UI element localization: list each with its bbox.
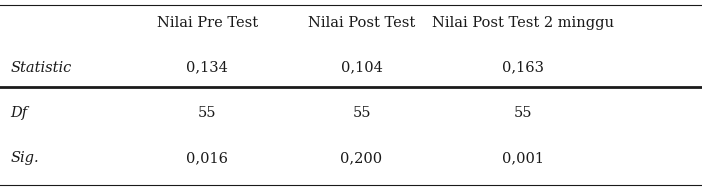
- Text: Sig.: Sig.: [11, 151, 39, 165]
- Text: 0,001: 0,001: [502, 151, 544, 165]
- Text: 0,016: 0,016: [186, 151, 228, 165]
- Text: Nilai Pre Test: Nilai Pre Test: [157, 16, 258, 30]
- Text: 0,134: 0,134: [186, 61, 228, 75]
- Text: 0,200: 0,200: [340, 151, 383, 165]
- Text: 55: 55: [514, 106, 532, 120]
- Text: 55: 55: [352, 106, 371, 120]
- Text: Nilai Post Test: Nilai Post Test: [308, 16, 415, 30]
- Text: Statistic: Statistic: [11, 61, 72, 75]
- Text: 55: 55: [198, 106, 216, 120]
- Text: Df: Df: [11, 106, 27, 120]
- Text: Nilai Post Test 2 minggu: Nilai Post Test 2 minggu: [432, 16, 614, 30]
- Text: 0,163: 0,163: [502, 61, 544, 75]
- Text: 0,104: 0,104: [340, 61, 383, 75]
